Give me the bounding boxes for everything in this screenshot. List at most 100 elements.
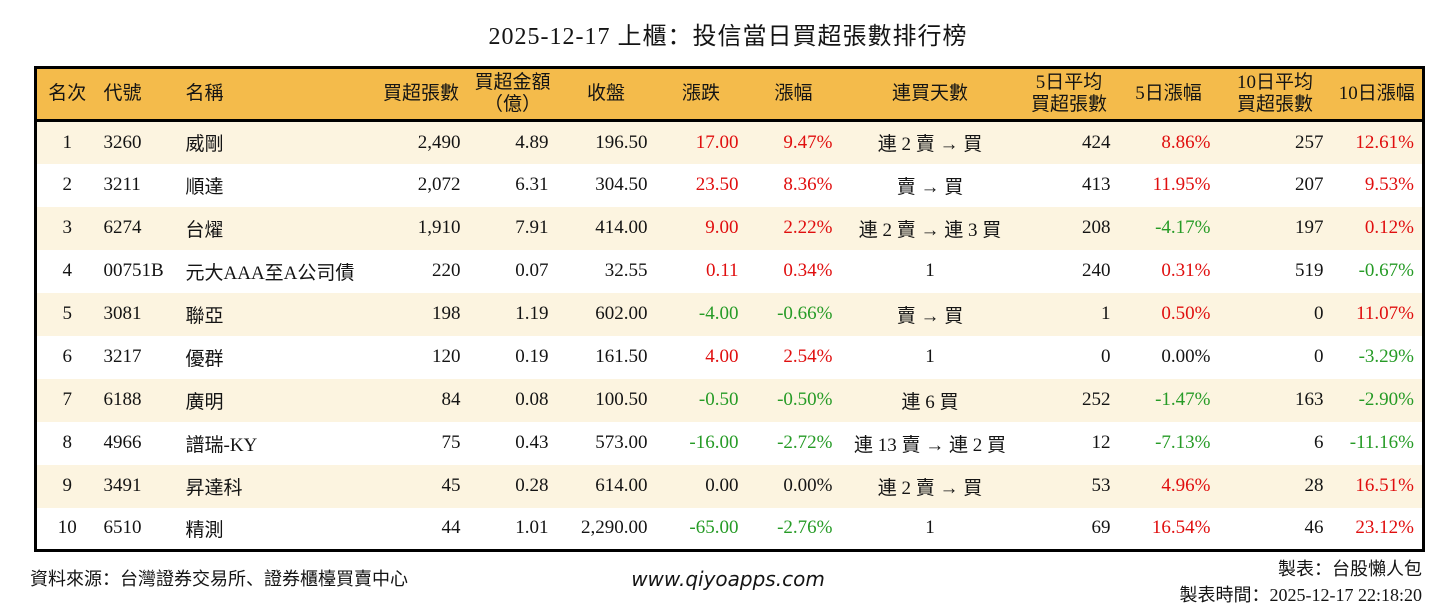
cell-avg10-lots: 28 — [1304, 475, 1324, 496]
cell-avg10-lots: 519 — [1295, 260, 1324, 281]
cell-net-buy-lots: 198 — [432, 303, 461, 324]
cell-change-pct: 0.00% — [783, 475, 833, 496]
cell-code: 6274 — [103, 217, 142, 238]
cell-avg5-lots: 1 — [1101, 303, 1111, 324]
cell-net-buy-amount: 0.28 — [515, 475, 549, 496]
cell-change-pct: -0.66% — [777, 303, 833, 324]
cell-chg5-pct: 8.86% — [1161, 131, 1211, 153]
cell-close: 161.50 — [595, 346, 648, 367]
cell-close: 602.00 — [595, 303, 648, 324]
cell-consecutive-days: 1 — [925, 517, 935, 539]
cell-change-pct: -2.72% — [777, 432, 833, 453]
col-header-change-pct: 漲幅 — [746, 67, 841, 122]
cell-net-buy-amount: 0.19 — [515, 346, 549, 367]
cell-rank: 2 — [62, 174, 73, 195]
cell-chg10-pct: 9.53% — [1364, 174, 1414, 195]
cell-net-buy-lots: 1,910 — [417, 217, 461, 238]
cell-code: 4966 — [103, 432, 142, 453]
cell-avg5-lots: 69 — [1091, 517, 1111, 539]
table-row: 5 3081 聯亞 198 1.19 602.00 -4.00 -0.66% 賣… — [35, 292, 1424, 336]
cell-chg5-pct: 16.54% — [1151, 517, 1211, 539]
cell-consecutive-days: 賣 → 買 — [896, 305, 964, 327]
author-note: 製表：台股懶人包 — [1278, 559, 1422, 579]
cell-avg5-lots: 53 — [1091, 475, 1111, 496]
cell-avg10-lots: 6 — [1314, 432, 1324, 453]
cell-avg10-lots: 46 — [1304, 517, 1324, 539]
cell-code: 3081 — [103, 303, 142, 324]
cell-name: 威剛 — [185, 134, 224, 156]
cell-net-buy-amount: 0.07 — [515, 260, 549, 281]
col-header-close: 收盤 — [556, 67, 656, 122]
cell-code: 00751B — [103, 260, 164, 281]
cell-chg5-pct: 4.96% — [1161, 475, 1211, 496]
cell-net-buy-amount: 7.91 — [515, 217, 549, 238]
cell-consecutive-days: 連 2 賣 → 買 — [877, 477, 983, 499]
cell-avg10-lots: 163 — [1295, 389, 1324, 410]
cell-chg10-pct: 0.12% — [1364, 217, 1414, 238]
cell-net-buy-lots: 84 — [441, 389, 461, 410]
cell-close: 100.50 — [595, 389, 648, 410]
cell-close: 32.55 — [604, 260, 648, 281]
cell-chg10-pct: 12.61% — [1355, 131, 1414, 153]
cell-name: 元大AAA至A公司債 — [185, 262, 355, 284]
cell-rank: 7 — [62, 389, 73, 410]
cell-chg10-pct: -3.29% — [1358, 346, 1414, 367]
cell-chg10-pct: 23.12% — [1355, 517, 1414, 539]
cell-chg5-pct: 11.95% — [1152, 174, 1211, 195]
col-header-consecutive-days: 連買天數 — [840, 67, 1020, 122]
cell-net-buy-amount: 1.01 — [515, 517, 549, 539]
cell-avg10-lots: 0 — [1314, 346, 1324, 367]
cell-change-pct: -2.76% — [777, 517, 833, 539]
cell-rank: 5 — [62, 303, 73, 324]
col-header-net-buy-amount: 買超金額 （億） — [468, 67, 557, 122]
table-row: 6 3217 優群 120 0.19 161.50 4.00 2.54% 1 0… — [35, 335, 1424, 379]
cell-net-buy-amount: 0.43 — [515, 432, 549, 453]
credits-block: 製表：台股懶人包 製表時間：2025-12-17 22:18:20 — [1180, 556, 1423, 608]
cell-net-buy-lots: 45 — [441, 475, 461, 496]
website-text: www.qiyoapps.com — [631, 567, 825, 591]
col-header-code: 代號 — [97, 67, 182, 122]
cell-close: 196.50 — [595, 131, 648, 153]
ranking-table: 名次 代號 名稱 買超張數 買超金額 （億） 收盤 漲跌 漲幅 連買天數 5日平… — [34, 66, 1425, 552]
cell-change: 0.11 — [705, 260, 739, 281]
cell-consecutive-days: 賣 → 買 — [896, 176, 964, 198]
cell-avg5-lots: 252 — [1082, 389, 1111, 410]
table-row: 9 3491 昇達科 45 0.28 614.00 0.00 0.00% 連 2… — [35, 464, 1424, 508]
cell-code: 6188 — [103, 389, 142, 410]
cell-chg5-pct: 0.31% — [1161, 260, 1211, 281]
generated-time-note: 製表時間：2025-12-17 22:18:20 — [1179, 585, 1423, 605]
cell-avg10-lots: 197 — [1295, 217, 1324, 238]
cell-net-buy-lots: 220 — [432, 260, 461, 281]
cell-net-buy-lots: 44 — [441, 517, 461, 539]
cell-code: 6510 — [103, 517, 142, 539]
cell-avg10-lots: 207 — [1295, 174, 1324, 195]
cell-name: 優群 — [185, 348, 224, 370]
cell-chg10-pct: -11.16% — [1349, 432, 1414, 453]
table-row: 7 6188 廣明 84 0.08 100.50 -0.50 -0.50% 連 … — [35, 378, 1424, 422]
cell-chg10-pct: 11.07% — [1356, 303, 1414, 324]
cell-net-buy-lots: 120 — [432, 346, 461, 367]
cell-rank: 1 — [62, 131, 73, 153]
col-header-avg5-lots: 5日平均 買超張數 — [1019, 67, 1119, 122]
cell-net-buy-lots: 2,490 — [417, 131, 461, 153]
cell-consecutive-days: 連 2 賣 → 連 3 買 — [858, 219, 1002, 241]
ranking-table-header: 名次 代號 名稱 買超張數 買超金額 （億） 收盤 漲跌 漲幅 連買天數 5日平… — [35, 67, 1424, 122]
cell-avg5-lots: 413 — [1082, 174, 1111, 195]
cell-chg10-pct: 16.51% — [1355, 475, 1414, 496]
table-row: 1 3260 威剛 2,490 4.89 196.50 17.00 9.47% … — [35, 120, 1424, 164]
col-header-chg5-pct: 5日漲幅 — [1118, 67, 1219, 122]
cell-consecutive-days: 連 2 賣 → 買 — [877, 134, 983, 156]
cell-rank: 10 — [57, 517, 77, 539]
cell-name: 台燿 — [185, 219, 224, 241]
cell-close: 2,290.00 — [581, 517, 648, 539]
cell-change: -65.00 — [689, 517, 739, 539]
cell-avg5-lots: 240 — [1082, 260, 1111, 281]
cell-name: 聯亞 — [185, 305, 224, 327]
cell-change: 0.00 — [705, 475, 739, 496]
cell-change-pct: 2.22% — [783, 217, 833, 238]
cell-name: 譜瑞-KY — [185, 434, 258, 456]
cell-net-buy-amount: 1.19 — [515, 303, 549, 324]
cell-close: 573.00 — [595, 432, 648, 453]
header-row: 名次 代號 名稱 買超張數 買超金額 （億） 收盤 漲跌 漲幅 連買天數 5日平… — [35, 67, 1424, 122]
